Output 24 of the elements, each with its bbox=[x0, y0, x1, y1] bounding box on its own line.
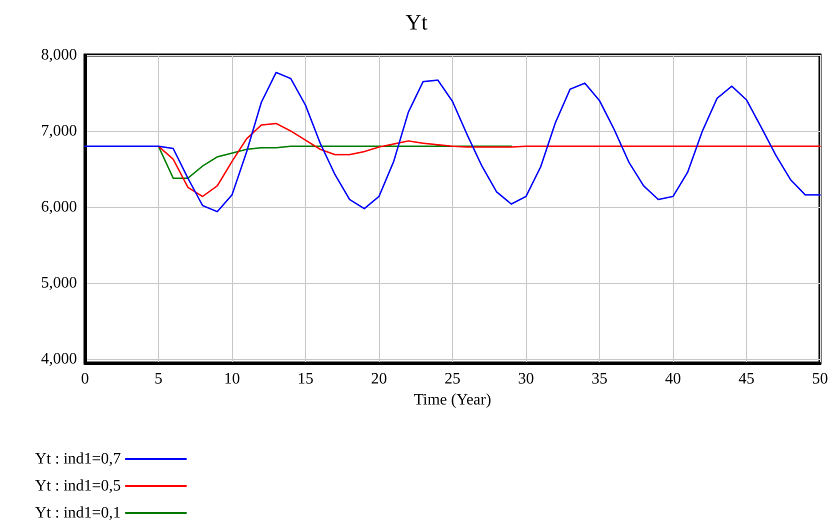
x-axis-title: Time (Year) bbox=[414, 391, 492, 408]
chart-title: Yt bbox=[406, 10, 428, 34]
x-tick-label: 5 bbox=[154, 370, 162, 388]
legend-label: Yt : ind1=0,5 bbox=[34, 478, 121, 494]
x-tick-label: 15 bbox=[298, 370, 314, 388]
y-tick-label: 8,000 bbox=[41, 46, 77, 64]
line-series bbox=[158, 122, 821, 198]
x-tick-label: 25 bbox=[444, 370, 460, 388]
x-tick-label: 10 bbox=[224, 370, 240, 388]
legend-label: Yt : ind1=0,1 bbox=[34, 504, 121, 522]
x-tick-label: 50 bbox=[812, 370, 828, 388]
x-tick-label: 20 bbox=[371, 370, 387, 388]
x-tick-label: 30 bbox=[518, 370, 534, 388]
x-tick-label: 40 bbox=[665, 370, 681, 388]
line-series bbox=[158, 146, 512, 179]
y-tick-label: 4,000 bbox=[41, 350, 77, 368]
legend-label: Yt : ind1=0,7 bbox=[34, 450, 121, 468]
line-series bbox=[84, 72, 821, 212]
x-tick-label: 45 bbox=[738, 370, 754, 388]
x-tick-label: 0 bbox=[81, 370, 89, 388]
y-tick-label: 5,000 bbox=[41, 274, 77, 292]
y-tick-label: 7,000 bbox=[41, 122, 77, 140]
x-tick-label: 35 bbox=[592, 370, 608, 388]
y-tick-label: 6,000 bbox=[41, 198, 77, 216]
